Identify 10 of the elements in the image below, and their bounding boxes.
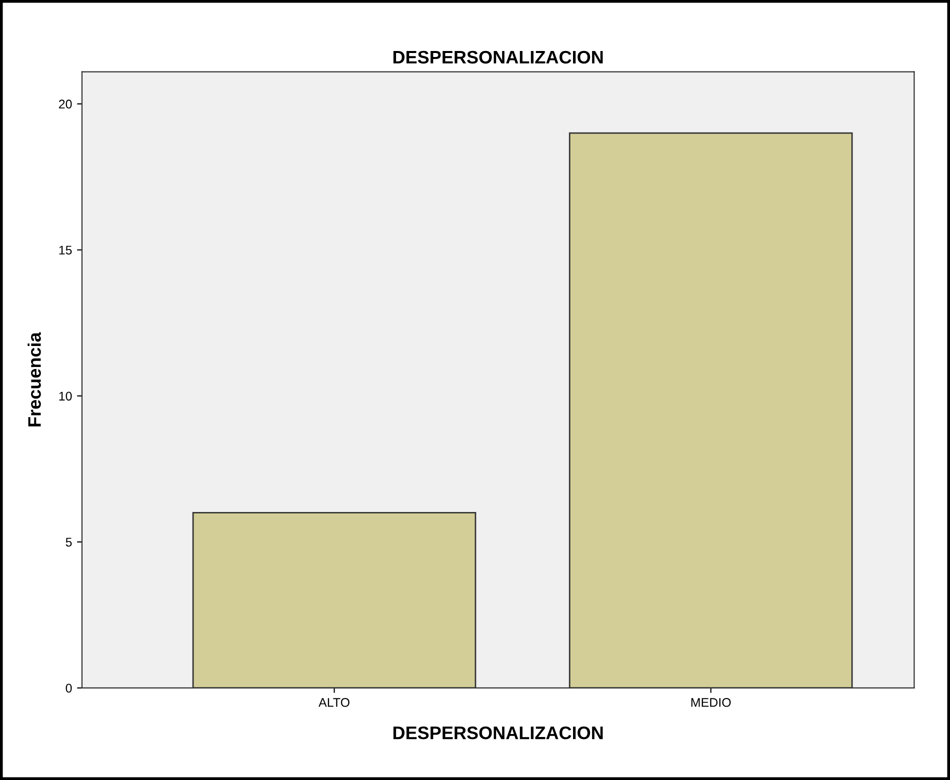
y-tick-label: 10 (59, 392, 72, 401)
chart-title: DESPERSONALIZACION (393, 50, 603, 64)
y-tick-label: 0 (66, 684, 72, 693)
y-tick-label: 20 (58, 100, 72, 109)
x-tick-label: ALTO (318, 698, 350, 707)
y-tick-label: 15 (59, 246, 72, 255)
x-tick-label: MEDIO (691, 698, 731, 707)
x-axis-title: DESPERSONALIZACION (393, 726, 603, 740)
y-tick-label: 5 (66, 538, 72, 547)
y-axis-title: Frecuencia (28, 332, 41, 426)
